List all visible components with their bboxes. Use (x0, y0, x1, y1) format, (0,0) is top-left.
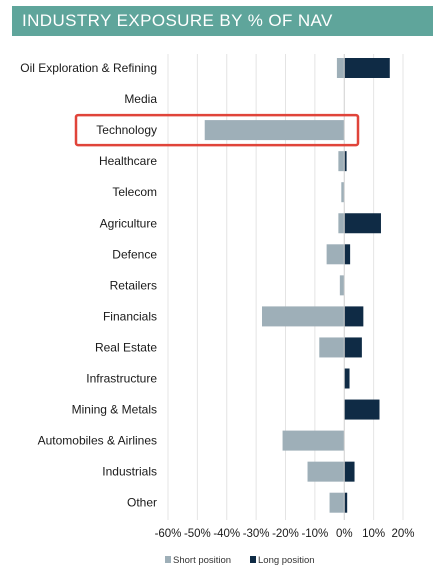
bar-long-position-agriculture (344, 213, 381, 234)
category-label-infrastructure: Infrastructure (86, 372, 157, 386)
bar-short-position-oil-exploration-refining (336, 58, 345, 78)
bar-long-position-industrials (344, 461, 355, 482)
category-label-media: Media (124, 92, 157, 106)
bar-short-position-industrials (307, 461, 345, 482)
bar-short-position-technology (204, 120, 345, 141)
x-tick-label-10: -10% (301, 528, 328, 540)
bar-long-position-other (344, 492, 348, 513)
category-label-mining-metals: Mining & Metals (72, 403, 157, 417)
x-tick-label-10: 10% (362, 528, 385, 540)
legend-swatch-long-position (250, 556, 256, 563)
category-label-defence: Defence (112, 247, 157, 261)
x-tick-label-60: -60% (155, 528, 182, 540)
highlight-box (74, 113, 360, 147)
bar-short-position-financials (262, 306, 345, 327)
category-label-telecom: Telecom (112, 185, 157, 199)
category-label-other: Other (127, 496, 157, 510)
legend-label-short-position: Short position (173, 555, 231, 566)
bar-short-position-defence (326, 244, 345, 265)
bar-short-position-healthcare (338, 151, 345, 172)
x-tick-label-50: -50% (184, 528, 211, 540)
bar-long-position-defence (344, 244, 351, 265)
x-tick-label-40: -40% (213, 528, 240, 540)
bar-short-position-retailers (339, 275, 345, 296)
category-label-agriculture: Agriculture (100, 216, 158, 230)
bar-short-position-real-estate (319, 337, 345, 358)
highlight-rect (74, 113, 360, 147)
category-labels: Oil Exploration & Refining Media Technolog… (20, 61, 157, 510)
category-label-automobiles-airlines: Automobiles & Airlines (38, 434, 157, 448)
category-label-healthcare: Healthcare (99, 154, 157, 168)
bar-short-position-other (329, 492, 345, 513)
x-tick-label-20: 20% (391, 528, 414, 540)
bar-long-position-real-estate (344, 337, 362, 358)
category-label-retailers: Retailers (110, 278, 157, 292)
legend-label-long-position: Long position (258, 555, 315, 566)
bar-long-position-mining-metals (344, 399, 380, 420)
x-tick-labels: -60% -50% -40% -30% -20% -10% 0% 10% 20% (155, 528, 415, 540)
x-tick-label-0: 0% (336, 528, 353, 540)
category-label-financials: Financials (103, 309, 157, 323)
legend-swatch-short-position (165, 556, 171, 563)
bar-long-position-infrastructure (344, 368, 350, 389)
bars (204, 58, 390, 513)
category-label-industrials: Industrials (102, 465, 157, 479)
legend: Short position Long position (165, 555, 315, 566)
bar-short-position-agriculture (338, 213, 345, 234)
bar-long-position-oil-exploration-refining (344, 58, 390, 78)
chart-title: INDUSTRY EXPOSURE BY % OF NAV (12, 6, 433, 36)
category-label-real-estate: Real Estate (95, 340, 157, 354)
category-label-technology: Technology (96, 123, 157, 137)
bar-short-position-telecom (341, 182, 345, 203)
x-tick-label-20: -20% (272, 528, 299, 540)
category-label-oil-exploration-refining: Oil Exploration & Refining (20, 61, 157, 75)
bar-short-position-automobiles-airlines (282, 430, 345, 451)
x-tick-label-30: -30% (243, 528, 270, 540)
bar-long-position-healthcare (344, 151, 347, 172)
bar-long-position-financials (344, 306, 364, 327)
